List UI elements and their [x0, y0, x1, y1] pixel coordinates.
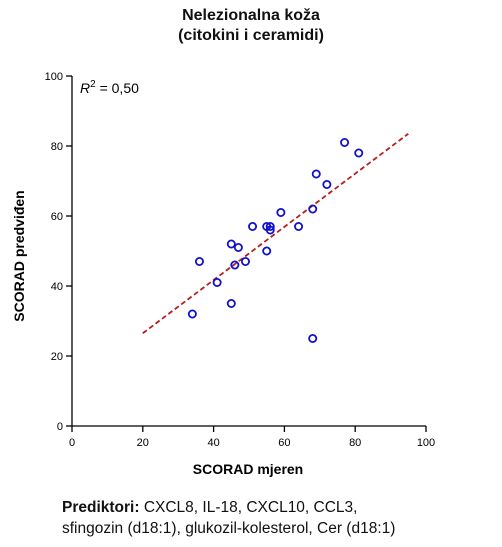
data-point	[187, 309, 197, 319]
predictors-line-2: sfingozin (d18:1), glukozil-kolesterol, …	[62, 520, 396, 537]
y-tick-label: 60	[51, 211, 63, 223]
data-point	[322, 179, 332, 189]
data-point	[311, 169, 321, 179]
scatter-chart: 0 20 40 60 80 100 0 20 40 60 80 100 R2 = 0,50 SCORA…	[11, 71, 436, 477]
x-axis-label: SCORAD mjeren	[193, 461, 303, 477]
predictors-label: Prediktori:	[62, 499, 140, 516]
y-tick-label: 20	[51, 351, 63, 363]
data-point	[194, 256, 204, 266]
data-point	[240, 256, 250, 266]
tick-labels: 0 20 40 60 80 100 0 20 40 60 80 100	[45, 71, 436, 449]
data-point	[233, 242, 243, 252]
data-point	[226, 239, 236, 249]
data-point	[226, 298, 236, 308]
predictors-note: Prediktori: CXCL8, IL-18, CXCL10, CCL3, …	[62, 497, 502, 539]
y-tick-label: 40	[51, 281, 63, 293]
data-point	[276, 207, 286, 217]
chart-title-line-2: (citokini i ceramidi)	[178, 27, 324, 44]
y-axis-label: SCORAD predviđen	[11, 190, 27, 321]
x-tick-label: 80	[349, 437, 361, 449]
data-point	[262, 246, 272, 256]
x-tick-label: 60	[278, 437, 290, 449]
data-point	[308, 333, 318, 343]
data-point	[340, 137, 350, 147]
data-point	[265, 221, 275, 231]
chart-title: Nelezionalna koža (citokini i ceramidi)	[0, 6, 502, 46]
data-point	[230, 260, 240, 270]
x-tick-label: 40	[207, 437, 219, 449]
chart-title-line-1: Nelezionalna koža	[182, 7, 320, 24]
data-point	[265, 225, 275, 235]
data-point	[308, 204, 318, 214]
data-points	[187, 137, 364, 343]
data-point	[212, 277, 222, 287]
x-tick-label: 0	[69, 437, 75, 449]
data-point	[294, 221, 304, 231]
regression-line	[142, 133, 409, 334]
axes	[66, 75, 427, 432]
y-tick-label: 100	[45, 71, 63, 83]
predictors-line-1: CXCL8, IL-18, CXCL10, CCL3,	[139, 499, 358, 516]
y-tick-label: 0	[57, 421, 63, 433]
data-point	[248, 221, 258, 231]
y-tick-label: 80	[51, 141, 63, 153]
x-tick-label: 100	[417, 437, 435, 449]
r-squared-annotation: R2 = 0,50	[80, 79, 139, 96]
data-point	[354, 148, 364, 158]
x-tick-label: 20	[137, 437, 149, 449]
